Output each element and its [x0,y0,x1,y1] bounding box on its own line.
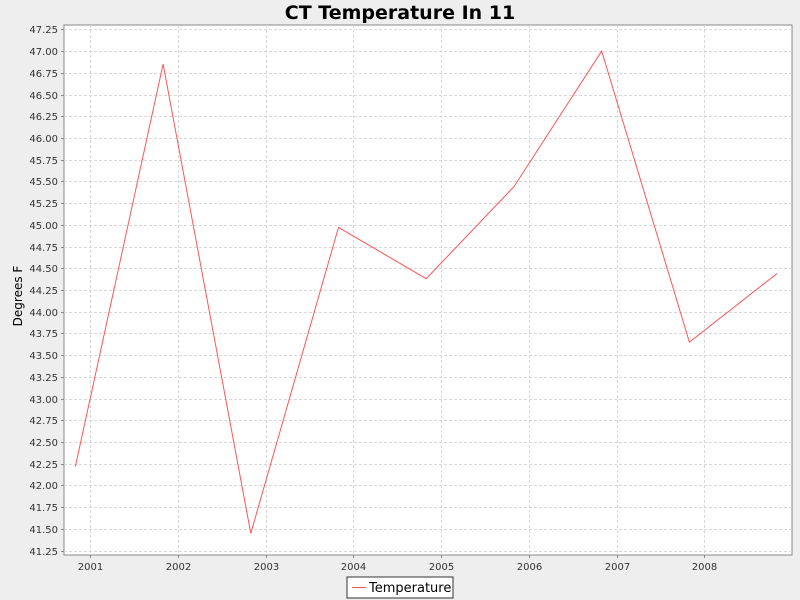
temperature-point [687,340,691,344]
series-layer [73,49,779,535]
y-tick-label: 45.00 [29,221,58,232]
y-tick-label: 44.00 [29,308,58,319]
grid-lines [64,25,792,555]
y-tick-label: 43.50 [29,351,58,362]
y-tick-label: 46.50 [29,91,58,102]
y-tick-label: 42.75 [29,416,58,427]
y-axis: 41.25 41.50 41.75 42.00 42.25 42.50 42.75 43.00… [29,25,64,558]
x-tick-label: 2001 [78,562,103,573]
y-tick-label: 45.25 [29,199,58,210]
y-tick-label: 43.00 [29,395,58,406]
x-tick-label: 2008 [692,562,717,573]
y-tick-label: 42.00 [29,481,58,492]
temperature-point [249,531,253,535]
x-tick-label: 2004 [341,562,366,573]
y-tick-label: 46.00 [29,134,58,145]
y-tick-label: 47.00 [29,47,58,58]
y-tick-label: 41.25 [29,547,58,558]
y-tick-label: 42.25 [29,460,58,471]
legend-box [346,576,454,599]
y-tick-label: 46.25 [29,112,58,123]
y-tick-label: 43.75 [29,329,58,340]
y-tick-label: 41.50 [29,525,58,536]
temperature-point [73,464,77,468]
x-tick-label: 2003 [254,562,279,573]
y-tick-label: 45.75 [29,156,58,167]
chart-title: CT Temperature In 11 [285,2,515,24]
y-tick-label: 44.75 [29,243,58,254]
y-tick-label: 47.25 [29,25,58,36]
legend-label: Temperature [368,581,451,596]
temperature-point [600,49,604,53]
x-tick-label: 2002 [166,562,191,573]
x-tick-label: 2007 [605,562,630,573]
plot-area [63,24,793,556]
x-axis: 2001 2002 2003 2004 2005 2006 2007 2008 [78,555,717,573]
y-tick-label: 44.50 [29,264,58,275]
temperature-point [775,271,779,275]
y-tick-label: 42.50 [29,438,58,449]
x-tick-label: 2005 [429,562,454,573]
temperature-line [74,49,778,534]
y-tick-label: 45.50 [29,177,58,188]
temperature-point [424,277,428,281]
y-tick-label: 46.75 [29,69,58,80]
x-tick-label: 2006 [517,562,542,573]
y-axis-label: Degrees F [11,266,25,327]
y-tick-label: 43.25 [29,373,58,384]
legend: Temperature [346,576,454,599]
y-tick-label: 41.75 [29,503,58,514]
y-tick-label: 44.25 [29,286,58,297]
temperature-point [512,185,516,189]
temperature-point [161,62,165,66]
temperature-point [337,225,341,229]
